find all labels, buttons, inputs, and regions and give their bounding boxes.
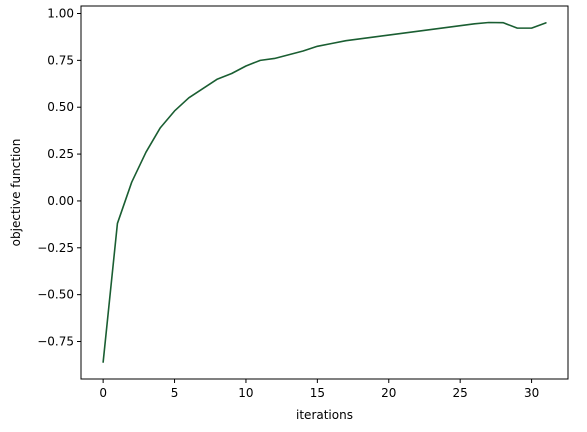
y-tick-label: 0.25	[47, 147, 74, 161]
y-tick-label: 0.00	[47, 194, 74, 208]
x-tick-label: 0	[99, 386, 107, 400]
x-tick-label: 30	[524, 386, 539, 400]
y-tick-label: −0.25	[37, 241, 74, 255]
y-axis-ticks: −0.75 −0.50 −0.25 0.00 0.25 0.50 0.75 1.00	[37, 6, 81, 349]
y-tick-label: 0.50	[47, 100, 74, 114]
x-axis-ticks: 0 5 10 15 20 25 30	[99, 379, 539, 400]
y-tick-label: 0.75	[47, 53, 74, 67]
axes-frame	[80, 5, 569, 380]
x-tick-label: 25	[453, 386, 468, 400]
x-axis-title: iterations	[296, 408, 353, 422]
x-tick-label: 5	[171, 386, 179, 400]
series-line	[102, 21, 547, 363]
x-tick-label: 15	[310, 386, 325, 400]
y-tick-label: −0.50	[37, 288, 74, 302]
series-layer	[102, 21, 547, 363]
y-axis-title: objective function	[9, 139, 23, 247]
y-tick-label: 1.00	[47, 6, 74, 20]
y-tick-label: −0.75	[37, 335, 74, 349]
x-tick-label: 20	[381, 386, 396, 400]
x-tick-label: 10	[238, 386, 253, 400]
